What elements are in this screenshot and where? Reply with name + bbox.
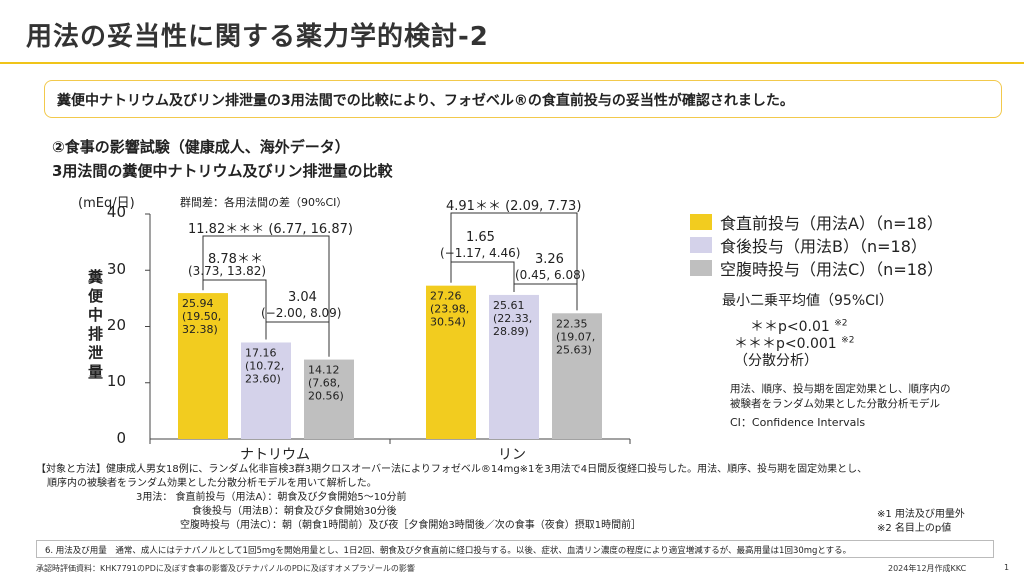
comparison-bracket: [450, 261, 515, 292]
comparison-value-p-bc: 3.26: [535, 252, 564, 267]
bar-value-label: 25.94 (19.50, 32.38): [182, 297, 221, 336]
comparison-ci: (2.09, 7.73): [505, 199, 582, 214]
legend-swatch: [690, 214, 712, 230]
comparison-label-p-ac: 4.91＊＊ (2.09, 7.73): [446, 195, 581, 214]
y-tick-label: 30: [106, 260, 126, 278]
comparison-ci-na-ab: (3.73, 13.82): [188, 264, 267, 278]
p-value-label-1: ＊＊p<0.01 ※2: [750, 316, 848, 336]
page-title: 用法の妥当性に関する薬力学的検討-2: [26, 22, 489, 52]
comparison-label-na-ac: 11.82＊＊＊ (6.77, 16.87): [188, 218, 353, 237]
note-line: 3用法： 食直前投与（用法A）：朝食及び夕食開始5～10分前: [136, 492, 407, 503]
group-diff-title: 群間差：各用法間の差（90%CI）: [180, 196, 348, 209]
comparison-bracket: [513, 283, 578, 311]
section-subtitle: ②食事の影響試験（健康成人、海外データ）: [52, 138, 350, 156]
bar: [552, 313, 602, 439]
y-axis-label: 糞便中排泄量: [88, 268, 104, 381]
bar-value-label: 25.61 (22.33, 28.89): [493, 299, 532, 338]
comparison-value-na-ab: 8.78＊＊: [208, 252, 263, 267]
legend-label: 食直前投与（用法A）（n=18）: [720, 214, 943, 233]
footnote-2: ※2 名目上のp値: [877, 523, 952, 534]
comparison-ci: (6.77, 16.87): [268, 222, 353, 237]
bar: [489, 294, 539, 439]
y-tick-label: 10: [106, 372, 126, 390]
note-line: 空腹時投与（用法C）：朝（朝食1時間前）及び夜［夕食開始3時間後／次の食事（夜食…: [180, 520, 642, 531]
model-description-2: 被験者をランダム効果とした分散分析モデル: [730, 398, 940, 410]
date-footer: 2024年12月作成KKC: [888, 564, 967, 573]
y-unit-label: (mEq/日): [78, 196, 135, 211]
legend-label: 空腹時投与（用法C）（n=18）: [720, 260, 944, 279]
legend-item-c: 空腹時投与（用法C）（n=18）: [690, 256, 943, 280]
legend-swatch: [690, 237, 712, 253]
bar: [241, 342, 291, 439]
comparison-ci-p-bc: (0.45, 6.08): [515, 268, 586, 282]
comparison-value-na-bc: 3.04: [288, 290, 317, 305]
legend-label: 食後投与（用法B）（n=18）: [720, 237, 927, 256]
comparison-bracket: [202, 279, 267, 340]
bar-value-label: 27.26 (23.98, 30.54): [430, 290, 469, 329]
bar: [178, 293, 228, 439]
comparison-value: 4.91＊＊: [446, 199, 501, 214]
y-tick-label: 40: [106, 203, 126, 221]
chart-title: 3用法間の糞便中ナトリウム及びリン排泄量の比較: [52, 162, 393, 180]
category-label-sodium: ナトリウム: [240, 447, 310, 463]
footnote-ref: ※2: [841, 335, 855, 346]
p-value-label-2: ＊＊＊p<0.001 ※2: [734, 333, 854, 353]
model-description-1: 用法、順序、投与期を固定効果とし、順序内の: [730, 383, 951, 395]
footnote-1: ※1 用法及び用量外: [877, 509, 965, 520]
bar-value-label: 14.12 (7.68, 20.56): [308, 364, 344, 403]
y-tick-label: 20: [106, 316, 126, 334]
footnote-ref: ※2: [834, 318, 848, 329]
bar-value-label: 22.35 (19.07, 25.63): [556, 317, 595, 356]
source-footer: 承認時評価資料：KHK7791のPDに及ぼす食事の影響及びテナパノルのPDに及ぼ…: [36, 564, 415, 573]
page-number: 1: [1004, 563, 1010, 572]
analysis-method: （分散分析）: [734, 353, 818, 369]
ci-definition: CI：Confidence Intervals: [730, 416, 866, 429]
legend-item-a: 食直前投与（用法A）（n=18）: [690, 210, 943, 234]
p-value-text: ＊＊＊p<0.001: [734, 336, 837, 352]
y-tick-label: 0: [116, 429, 126, 447]
comparison-value-p-ab: 1.65: [466, 230, 495, 245]
title-divider: [0, 62, 1024, 64]
method-notes: 【対象と方法】健康成人男女18例に、ランダム化非盲検3群3期クロスオーバー法によ…: [36, 463, 867, 533]
legend-item-b: 食後投与（用法B）（n=18）: [690, 233, 927, 257]
dosage-box: 6. 用法及び用量 通常、成人にはテナパノルとして1回5mgを開始用量とし、1日…: [36, 540, 994, 558]
category-label-phosphorus: リン: [498, 447, 526, 463]
comparison-value: 11.82＊＊＊: [188, 222, 265, 237]
comparison-ci-na-bc: (−2.00, 8.09): [261, 306, 342, 320]
bar: [304, 359, 354, 439]
note-line: 順序内の被験者をランダム効果とした分散分析モデルを用いて解析した。: [47, 478, 377, 489]
summary-box: 糞便中ナトリウム及びリン排泄量の3用法間での比較により、フォゼベル®の食直前投与…: [44, 80, 1002, 118]
comparison-ci-p-ab: (−1.17, 4.46): [440, 246, 521, 260]
comparison-bracket: [265, 321, 330, 357]
lsm-label: 最小二乗平均値（95%CI）: [722, 293, 894, 309]
p-value-text: ＊＊p<0.01: [750, 319, 830, 335]
legend-swatch: [690, 260, 712, 276]
bar-value-label: 17.16 (10.72, 23.60): [245, 346, 284, 385]
note-line: 【対象と方法】健康成人男女18例に、ランダム化非盲検3群3期クロスオーバー法によ…: [36, 464, 868, 475]
bar: [426, 285, 476, 439]
note-line: 食後投与（用法B）：朝食及び夕食開始30分後: [192, 506, 397, 517]
